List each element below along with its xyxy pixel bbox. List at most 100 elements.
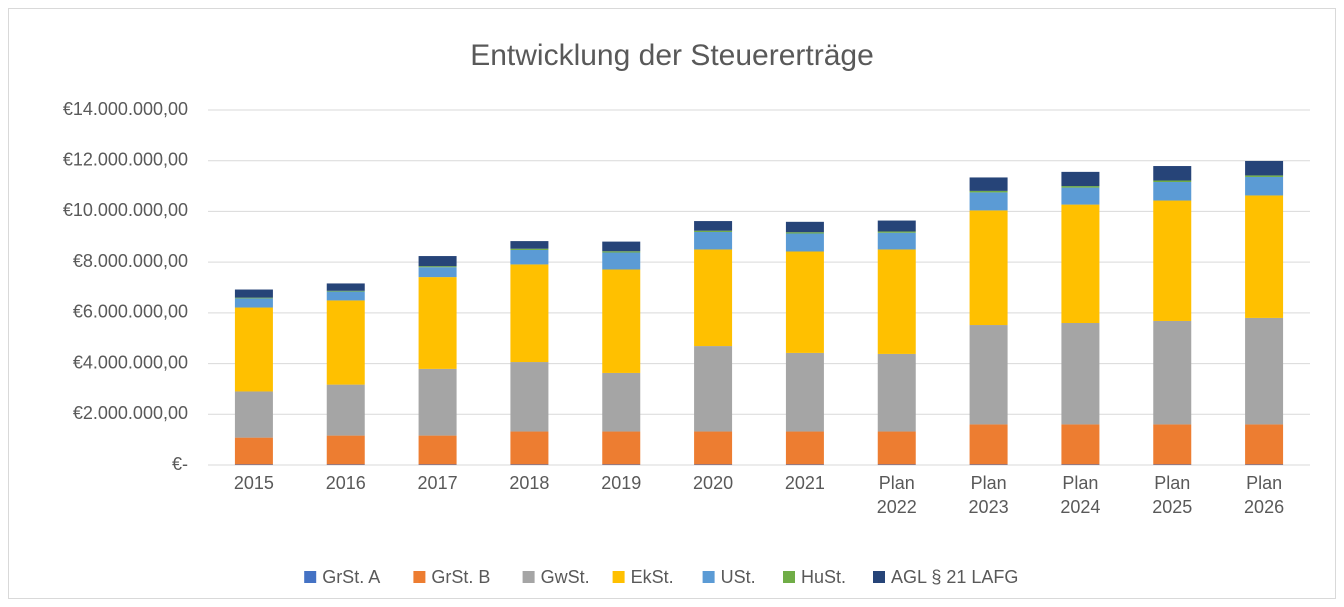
bar-segment bbox=[694, 249, 733, 347]
legend-swatch bbox=[783, 571, 795, 583]
bar-segment bbox=[1061, 323, 1100, 425]
bar-segment bbox=[510, 249, 549, 265]
legend-label: HuSt. bbox=[801, 567, 846, 587]
bar-segment bbox=[785, 233, 824, 252]
legend-label: GrSt. A bbox=[322, 567, 380, 587]
bar-segment bbox=[418, 464, 457, 465]
y-tick-label: €8.000.000,00 bbox=[73, 251, 188, 271]
bar-segment bbox=[785, 352, 824, 432]
bar-segment bbox=[877, 353, 916, 432]
bar-segment bbox=[969, 210, 1008, 326]
bar-segment bbox=[1245, 317, 1284, 425]
bar-segment bbox=[1245, 176, 1284, 196]
bar-segment bbox=[877, 464, 916, 465]
bar-segment bbox=[1245, 424, 1284, 465]
chart-frame bbox=[8, 8, 1336, 599]
chart-title: Entwicklung der Steuererträge bbox=[470, 39, 874, 72]
bar-segment bbox=[326, 290, 365, 292]
y-tick-label: €10.000.000,00 bbox=[63, 200, 188, 220]
bar-segment bbox=[969, 325, 1008, 425]
bar-segment bbox=[1153, 180, 1192, 183]
bar-segment bbox=[234, 464, 273, 465]
bar-segment bbox=[1061, 204, 1100, 323]
bar-segment bbox=[418, 277, 457, 369]
bar-segment bbox=[510, 431, 549, 465]
bar-segment bbox=[418, 267, 457, 278]
bar-segment bbox=[326, 435, 365, 465]
legend-swatch bbox=[612, 571, 625, 583]
x-tick-label: 2017 bbox=[417, 473, 458, 493]
bar-segment bbox=[969, 190, 1008, 193]
x-tick-label: 2020 bbox=[693, 473, 734, 493]
bar-segment bbox=[602, 464, 641, 465]
bar-segment bbox=[694, 464, 733, 465]
bar-segment bbox=[602, 431, 641, 465]
bar-segment bbox=[1153, 166, 1192, 181]
legend-swatch bbox=[304, 571, 317, 583]
bar-segment bbox=[785, 431, 824, 465]
x-tick-label: Plan 2024 bbox=[1060, 473, 1101, 517]
bar-segment bbox=[602, 269, 641, 373]
bar-segment bbox=[326, 291, 365, 301]
bar-segment bbox=[418, 266, 457, 268]
bar-segment bbox=[1245, 464, 1284, 465]
legend-swatch bbox=[873, 571, 885, 583]
bar-segment bbox=[694, 346, 733, 432]
x-tick-label: Plan 2023 bbox=[968, 473, 1009, 517]
bar-segment bbox=[510, 241, 549, 249]
y-tick-label: €- bbox=[172, 454, 188, 474]
x-tick-label: 2018 bbox=[509, 473, 550, 493]
bar-segment bbox=[234, 289, 273, 298]
bar-segment bbox=[1153, 424, 1192, 465]
bar-segment bbox=[418, 368, 457, 436]
y-tick-label: €6.000.000,00 bbox=[73, 302, 188, 322]
bar-segment bbox=[877, 431, 916, 465]
bar-segment bbox=[510, 248, 549, 250]
bar-segment bbox=[234, 307, 273, 392]
y-tick-label: €14.000.000,00 bbox=[63, 99, 188, 119]
bar-segment bbox=[1153, 182, 1192, 201]
bar-segment bbox=[1061, 186, 1100, 188]
bar-segment bbox=[602, 251, 641, 253]
bar-segment bbox=[694, 231, 733, 250]
bar-segment bbox=[1153, 464, 1192, 465]
bar-segment bbox=[326, 464, 365, 465]
bar-segment bbox=[1153, 200, 1192, 321]
bar-segment bbox=[1061, 424, 1100, 465]
bar-segment bbox=[877, 231, 916, 233]
bar-segment bbox=[785, 251, 824, 353]
bar-segment bbox=[234, 298, 273, 308]
bar-segment bbox=[602, 372, 641, 432]
bar-segment bbox=[234, 391, 273, 438]
legend-label: EkSt. bbox=[631, 567, 674, 587]
legend-swatch bbox=[702, 571, 715, 583]
bar-segment bbox=[602, 241, 641, 252]
y-tick-label: €4.000.000,00 bbox=[73, 352, 188, 372]
legend-label: USt. bbox=[721, 567, 756, 587]
x-tick-label: 2021 bbox=[784, 473, 825, 493]
bar-segment bbox=[510, 464, 549, 465]
bar-segment bbox=[1153, 320, 1192, 425]
bar-segment bbox=[694, 221, 733, 231]
bar-segment bbox=[418, 256, 457, 267]
legend-swatch bbox=[413, 571, 426, 583]
bar-segment bbox=[785, 232, 824, 234]
x-tick-label: 2015 bbox=[233, 473, 274, 493]
bar-segment bbox=[510, 264, 549, 363]
bar-segment bbox=[694, 431, 733, 465]
bar-segment bbox=[1061, 464, 1100, 465]
legend-swatch bbox=[522, 571, 535, 583]
bar-segment bbox=[1245, 175, 1284, 177]
bar-segment bbox=[694, 230, 733, 232]
bar-segment bbox=[602, 252, 641, 270]
bar-segment bbox=[326, 283, 365, 291]
bar-segment bbox=[234, 297, 273, 299]
bar-segment bbox=[969, 464, 1008, 465]
bar-segment bbox=[785, 221, 824, 233]
bar-segment bbox=[785, 464, 824, 465]
bar-segment bbox=[1061, 187, 1100, 205]
bar-segment bbox=[326, 300, 365, 385]
bar-segment bbox=[877, 220, 916, 232]
